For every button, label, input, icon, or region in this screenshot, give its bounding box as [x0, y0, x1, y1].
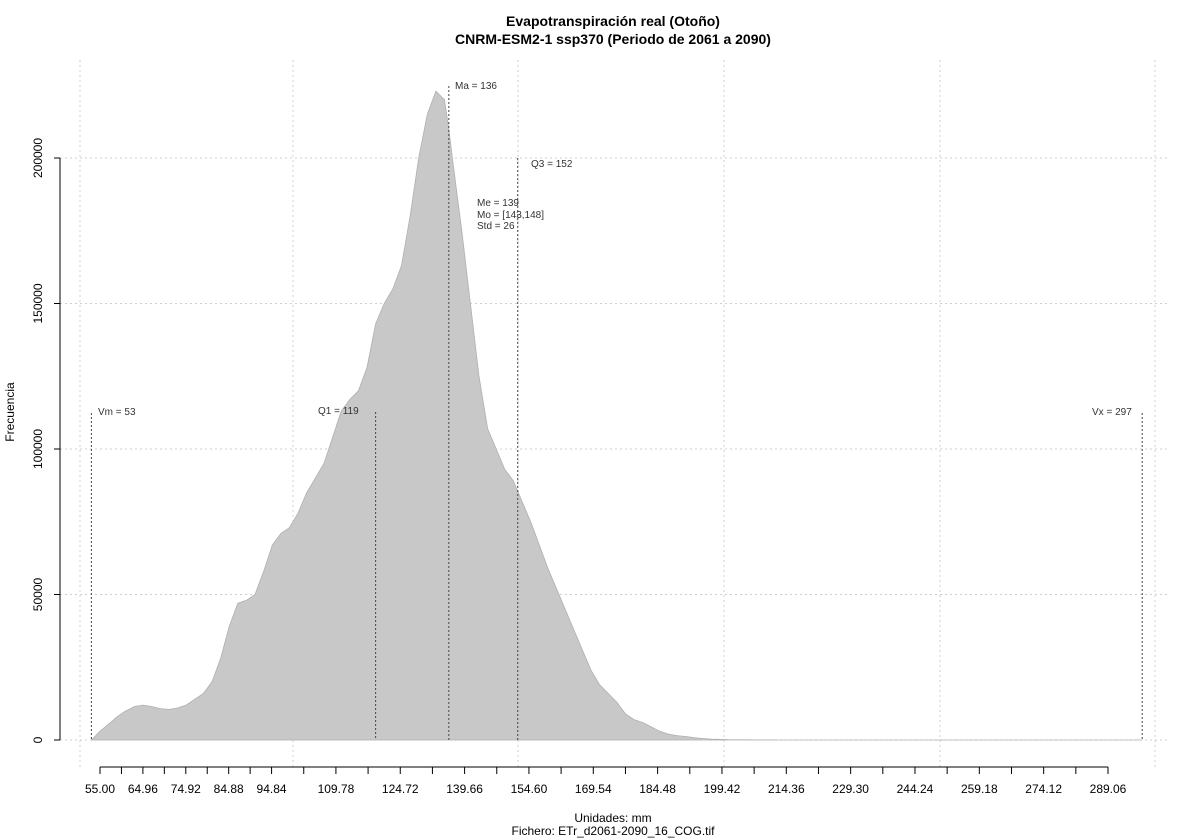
x-tick-label-8: 154.60 — [511, 782, 548, 796]
chart-subtitle: CNRM-ESM2-1 ssp370 (Periodo de 2061 a 20… — [455, 31, 771, 47]
distribution-area — [90, 90, 1143, 741]
y-tick-label-0: 0 — [31, 736, 45, 743]
x-tick-label-2: 74.92 — [171, 782, 201, 796]
x-axis-label: Unidades: mm — [574, 811, 651, 825]
vm-label: Vm = 53 — [98, 407, 136, 418]
x-tick-label-9: 169.54 — [575, 782, 612, 796]
x-tick-label-14: 244.24 — [897, 782, 934, 796]
x-tick-label-10: 184.48 — [639, 782, 676, 796]
ma-label: Ma = 136 — [455, 81, 497, 92]
x-tick-label-7: 139.66 — [446, 782, 483, 796]
y-tick-label-2: 100000 — [31, 429, 45, 469]
x-tick-label-4: 94.84 — [257, 782, 287, 796]
x-tick-label-12: 214.36 — [768, 782, 805, 796]
q3-label: Q3 = 152 — [531, 159, 573, 170]
x-tick-label-13: 229.30 — [832, 782, 869, 796]
mode-label: Mo = [143,148] — [477, 210, 544, 221]
std-label: Std = 26 — [477, 221, 515, 232]
x-tick-label-6: 124.72 — [382, 782, 419, 796]
x-tick-label-1: 64.96 — [128, 782, 158, 796]
y-tick-label-3: 150000 — [31, 283, 45, 323]
x-tick-label-11: 199.42 — [704, 782, 741, 796]
distribution-area-path — [90, 90, 1143, 741]
x-tick-label-17: 289.06 — [1090, 782, 1127, 796]
x-tick-label-3: 84.88 — [214, 782, 244, 796]
x-axis: 55.00 64.96 74.92 84.88 94.84 109.78 124.72 139… — [85, 766, 1127, 796]
median-label: Me = 139 — [477, 198, 519, 209]
file-label: Fichero: ETr_d2061-2090_16_COG.tif — [512, 824, 716, 838]
statistic-lines — [90, 86, 1143, 740]
y-axis-label: Frecuencia — [3, 382, 17, 442]
x-tick-label-0: 55.00 — [85, 782, 115, 796]
x-tick-label-15: 259.18 — [961, 782, 998, 796]
vx-label: Vx = 297 — [1092, 407, 1132, 418]
chart-title: Evapotranspiración real (Otoño) — [506, 13, 720, 29]
y-axis: 0 50000 100000 150000 200000 — [31, 138, 61, 743]
y-tick-label-4: 200000 — [31, 138, 45, 178]
x-tick-label-5: 109.78 — [318, 782, 355, 796]
x-tick-label-16: 274.12 — [1025, 782, 1062, 796]
q1-label: Q1 = 119 — [318, 406, 359, 417]
y-tick-label-1: 50000 — [31, 577, 45, 611]
